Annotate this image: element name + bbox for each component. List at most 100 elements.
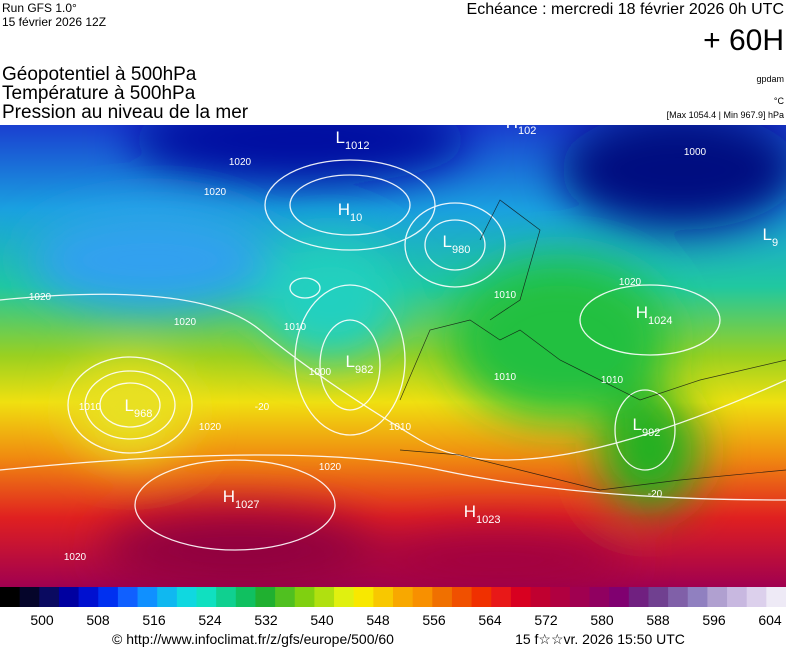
colorbar-tick: 500 xyxy=(30,612,54,628)
colorbar-tick: 580 xyxy=(590,612,614,628)
center-value: 1023 xyxy=(476,514,500,526)
colorbar-tick: 524 xyxy=(198,612,222,628)
isobar-label: -20 xyxy=(255,402,270,413)
colorbar-cell xyxy=(471,587,492,607)
isobar-label: 1020 xyxy=(64,552,87,563)
colorbar-cell xyxy=(766,587,786,607)
isobar-label: 1020 xyxy=(319,462,342,473)
colorbar-cell xyxy=(117,587,139,607)
isobar-label: 1000 xyxy=(309,367,332,378)
center-value: 10 xyxy=(350,212,362,224)
isobar-label: 1010 xyxy=(389,422,412,433)
run-label: Run GFS 1.0° xyxy=(2,1,77,15)
colorbar-cell xyxy=(98,587,119,607)
colorbar-cell xyxy=(648,587,669,607)
isobar-label: 1020 xyxy=(204,187,227,198)
colorbar-tick: 516 xyxy=(142,612,166,628)
colorbar-cell xyxy=(216,587,237,607)
center-letter: L xyxy=(763,225,772,244)
center-value: 980 xyxy=(452,244,470,256)
center-value: 982 xyxy=(355,364,373,376)
colorbar-cell xyxy=(530,587,551,607)
colorbar-cell xyxy=(294,587,315,607)
map-field xyxy=(0,125,786,587)
colorbar-cell xyxy=(707,587,728,607)
center-letter: H xyxy=(636,303,648,322)
colorbar-cell xyxy=(176,587,197,607)
colorbar-cell xyxy=(353,587,374,607)
isobar-label: 1020 xyxy=(619,277,642,288)
colorbar-cell xyxy=(589,587,610,607)
colorbar-cell xyxy=(19,587,40,607)
colorbar-cell xyxy=(491,587,512,607)
center-value: 1012 xyxy=(345,140,369,152)
center-letter: H xyxy=(506,113,518,132)
isobar-label: 1010 xyxy=(601,375,624,386)
colorbar-cell xyxy=(412,587,433,607)
center-value: 992 xyxy=(642,427,660,439)
colorbar: 500 508 516 524 532 540 548 556 564 572 580 588 596 6… xyxy=(0,587,786,628)
colorbar-tick: 596 xyxy=(702,612,726,628)
colorbar-cell xyxy=(137,587,158,607)
center-letter: L xyxy=(125,396,134,415)
colorbar-cell xyxy=(39,587,60,607)
title: Pression au niveau de la mer xyxy=(2,102,249,123)
source: © http://www.infoclimat.fr/z/gfs/europe/… xyxy=(112,631,394,647)
colorbar-tick: 604 xyxy=(758,612,782,628)
center-value: 9 xyxy=(772,237,778,249)
colorbar-cell xyxy=(727,587,748,607)
echeance: Echéance : mercredi 18 février 2026 0h U… xyxy=(467,1,784,18)
colorbar-cell xyxy=(275,587,296,607)
pressure-range: [Max 1054.4 | Min 967.9] hPa xyxy=(667,110,784,120)
colorbar-tick: 564 xyxy=(478,612,502,628)
center-letter: L xyxy=(633,415,642,434)
isobar-label: 1020 xyxy=(229,157,252,168)
colorbar-cell xyxy=(569,587,590,607)
colorbar-tick: 508 xyxy=(86,612,110,628)
isobar-label: -20 xyxy=(648,489,663,500)
colorbar-tick: 532 xyxy=(254,612,278,628)
center-value: 968 xyxy=(134,408,152,420)
colorbar-cell xyxy=(196,587,217,607)
colorbar-cell xyxy=(432,587,453,607)
colorbar-cell xyxy=(746,587,767,607)
colorbar-cell xyxy=(451,587,473,607)
colorbar-tick: 572 xyxy=(534,612,558,628)
colorbar-tick: 540 xyxy=(310,612,334,628)
isobar-label: 1020 xyxy=(199,422,222,433)
center-value: 1024 xyxy=(648,315,672,327)
isobar-label: 1010 xyxy=(79,402,102,413)
isobar-label: 1000 xyxy=(684,147,707,158)
colorbar-cell xyxy=(157,587,178,607)
isobar-label: 1020 xyxy=(174,317,197,328)
center-value: 102 xyxy=(518,125,536,137)
isobar-label: 1010 xyxy=(284,322,307,333)
colorbar-cell xyxy=(334,587,355,607)
colorbar-cell xyxy=(373,587,394,607)
colorbar-cell xyxy=(668,587,689,607)
center-letter: L xyxy=(346,352,355,371)
timestamp: 15 f☆☆vr. 2026 15:50 UTC xyxy=(515,631,685,647)
colorbar-tick: 588 xyxy=(646,612,670,628)
colorbar-cell xyxy=(0,587,21,607)
run-date: 15 février 2026 12Z xyxy=(2,15,106,29)
center-letter: H xyxy=(223,487,235,506)
unit-temp: °C xyxy=(774,96,785,106)
colorbar-cell xyxy=(58,587,80,607)
isobar-label: 1010 xyxy=(494,290,517,301)
colorbar-tick: 556 xyxy=(422,612,446,628)
center-letter: H xyxy=(464,502,476,521)
colorbar-cell xyxy=(255,587,276,607)
center-letter: H xyxy=(338,200,350,219)
center-letter: L xyxy=(336,128,345,147)
colorbar-cell xyxy=(235,587,256,607)
colorbar-tick: 548 xyxy=(366,612,390,628)
colorbar-cell xyxy=(687,587,708,607)
center-letter: L xyxy=(443,232,452,251)
title: Géopotentiel à 500hPa xyxy=(2,64,197,85)
colorbar-cell xyxy=(550,587,571,607)
colorbar-cell xyxy=(609,587,630,607)
colorbar-cell xyxy=(628,587,649,607)
unit-geo: gpdam xyxy=(756,74,784,84)
